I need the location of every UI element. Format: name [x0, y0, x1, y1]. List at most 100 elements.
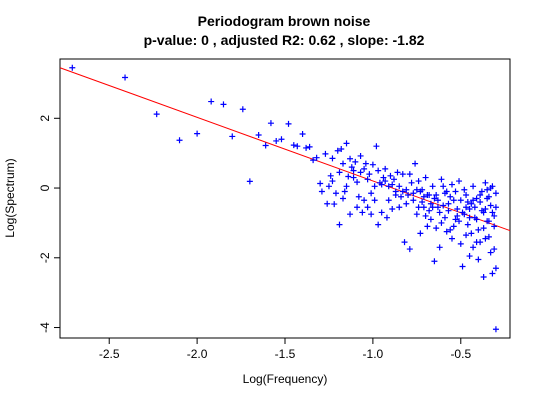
data-point	[371, 183, 378, 190]
data-point	[396, 204, 403, 211]
data-point	[491, 223, 498, 230]
data-point	[239, 106, 246, 113]
data-point	[482, 205, 489, 212]
data-point	[354, 179, 361, 186]
data-point	[452, 216, 459, 223]
data-point	[341, 188, 348, 195]
data-point	[354, 204, 361, 211]
data-point	[450, 197, 457, 204]
data-point	[405, 192, 412, 199]
data-point	[440, 183, 447, 190]
data-point	[489, 270, 496, 277]
data-point	[364, 176, 371, 183]
data-point	[408, 179, 415, 186]
data-point	[447, 193, 454, 200]
data-point	[69, 64, 76, 71]
y-tick-label: 0	[38, 184, 52, 191]
data-point	[456, 178, 463, 185]
data-point	[340, 195, 347, 202]
data-point	[436, 244, 443, 251]
data-point	[415, 178, 422, 185]
data-point	[441, 214, 448, 221]
data-point	[220, 101, 227, 108]
data-point	[466, 214, 473, 221]
x-tick-label: -0.5	[450, 347, 471, 361]
data-point	[343, 183, 350, 190]
data-point	[471, 204, 478, 211]
data-point	[477, 198, 484, 205]
data-point	[443, 228, 450, 235]
data-point	[378, 181, 385, 188]
data-point	[352, 158, 359, 165]
data-point	[410, 190, 417, 197]
data-point	[482, 235, 489, 242]
data-point	[246, 178, 253, 185]
data-point	[452, 188, 459, 195]
data-point	[317, 180, 324, 187]
data-point	[433, 225, 440, 232]
data-point	[322, 150, 329, 157]
data-point	[470, 244, 477, 251]
data-point	[332, 190, 339, 197]
data-point	[267, 120, 274, 127]
data-point	[278, 136, 285, 143]
data-point	[329, 155, 336, 162]
data-point	[485, 193, 492, 200]
data-point	[466, 253, 473, 260]
data-point	[412, 160, 419, 167]
data-point	[383, 214, 390, 221]
data-point	[426, 207, 433, 214]
data-point	[422, 174, 429, 181]
data-point	[429, 204, 436, 211]
data-point	[347, 211, 354, 218]
data-point	[347, 155, 354, 162]
data-point	[480, 273, 487, 280]
data-point	[373, 143, 380, 150]
data-point	[492, 265, 499, 272]
data-point	[361, 165, 368, 172]
data-point	[336, 169, 343, 176]
data-point	[427, 216, 434, 223]
data-point	[122, 74, 129, 81]
data-point	[461, 186, 468, 193]
data-point	[438, 176, 445, 183]
data-point	[480, 209, 487, 216]
data-point	[336, 221, 343, 228]
data-point	[431, 195, 438, 202]
data-point	[176, 137, 183, 144]
data-point	[463, 192, 470, 199]
data-point	[375, 167, 382, 174]
data-point	[456, 218, 463, 225]
data-point	[324, 200, 331, 207]
plot-area-border	[59, 58, 511, 339]
data-point	[448, 235, 455, 242]
data-point	[299, 130, 306, 137]
data-point	[406, 171, 413, 178]
data-point	[487, 202, 494, 209]
data-point	[371, 197, 378, 204]
data-point	[429, 183, 436, 190]
data-point	[464, 221, 471, 228]
data-point	[482, 179, 489, 186]
data-point	[434, 204, 441, 211]
data-point	[396, 183, 403, 190]
data-point	[489, 209, 496, 216]
data-point	[338, 145, 345, 152]
data-point	[285, 120, 292, 127]
data-point	[438, 219, 445, 226]
data-point	[445, 207, 452, 214]
data-point	[357, 152, 364, 159]
data-point	[394, 169, 401, 176]
data-point	[466, 205, 473, 212]
regression-line	[59, 67, 511, 232]
data-point	[364, 204, 371, 211]
data-point	[378, 209, 385, 216]
data-point	[473, 195, 480, 202]
data-point	[329, 178, 336, 185]
data-point	[470, 183, 477, 190]
y-axis: -4 -2 0 2	[38, 115, 61, 333]
data-point	[294, 143, 301, 150]
data-point	[331, 201, 338, 208]
data-point	[208, 98, 215, 105]
